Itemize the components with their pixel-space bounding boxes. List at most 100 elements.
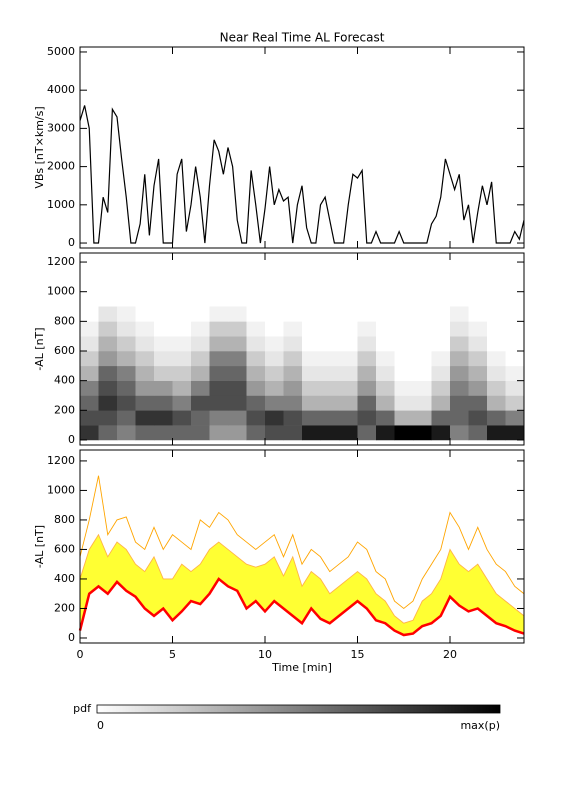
pdf-cell	[320, 351, 340, 367]
y-tick-label: 600	[54, 542, 75, 555]
pdf-cell	[487, 336, 506, 352]
pdf-cell	[339, 395, 358, 411]
pdf-cell	[487, 365, 506, 381]
pdf-cell	[135, 336, 155, 352]
pdf-cell	[135, 380, 155, 396]
y-tick-label: 400	[54, 572, 75, 585]
pdf-cell	[172, 395, 192, 411]
pdf-cell	[468, 410, 488, 426]
pdf-cell	[468, 336, 488, 352]
pdf-cell	[468, 380, 488, 396]
pdf-cell	[320, 410, 340, 426]
chart-title: Near Real Time AL Forecast	[220, 31, 385, 45]
pdf-cell	[339, 380, 358, 396]
pdf-cell	[339, 336, 358, 352]
pdf-cell	[339, 321, 358, 337]
pdf-cell	[505, 395, 525, 411]
pdf-cell	[468, 395, 488, 411]
pdf-cell	[246, 380, 266, 396]
pdf-cell	[228, 410, 247, 426]
pdf-cell	[80, 425, 99, 441]
pdf-cell	[117, 351, 136, 367]
pdf-cell	[191, 410, 210, 426]
pdf-cell	[339, 365, 358, 381]
pdf-cell	[191, 395, 210, 411]
pdf-cell	[117, 306, 136, 322]
y-tick-label: 2000	[47, 160, 75, 173]
pdf-cell	[302, 365, 321, 381]
pdf-cell	[98, 380, 118, 396]
pdf-cell	[394, 336, 414, 352]
pdf-cell	[283, 351, 303, 367]
pdf-cell	[80, 351, 99, 367]
pdf-cell	[487, 395, 506, 411]
pdf-cell	[246, 306, 266, 322]
pdf-cell	[98, 306, 118, 322]
pdf-cell	[320, 321, 340, 337]
y-tick-label: 1000	[47, 198, 75, 211]
pdf-cell	[450, 365, 469, 381]
pdf-cell	[357, 425, 377, 441]
pdf-cell	[357, 321, 377, 337]
pdf-cell	[283, 395, 303, 411]
pdf-cell	[413, 321, 432, 337]
pdf-cell	[357, 351, 377, 367]
pdf-cell	[431, 306, 451, 322]
pdf-cell	[98, 425, 118, 441]
pdf-cell	[283, 321, 303, 337]
pdf-cell	[376, 306, 395, 322]
pdf-cell	[154, 351, 173, 367]
pdf-cell	[172, 365, 192, 381]
pdf-cell	[154, 336, 173, 352]
pdf-cell	[117, 321, 136, 337]
y-tick-label: 400	[54, 374, 75, 387]
pdf-cell	[413, 380, 432, 396]
pdf-cell	[228, 425, 247, 441]
pdf-cell	[357, 395, 377, 411]
pdf-cell	[154, 425, 173, 441]
colorbar-label: pdf	[73, 702, 92, 715]
pdf-cell	[117, 336, 136, 352]
y-tick-label: 600	[54, 344, 75, 357]
pdf-cell	[209, 410, 229, 426]
pdf-cell	[246, 321, 266, 337]
pdf-cell	[98, 395, 118, 411]
pdf-cell	[172, 410, 192, 426]
x-tick-label: 10	[258, 648, 272, 661]
pdf-cell	[320, 365, 340, 381]
pdf-cell	[413, 425, 432, 441]
pdf-cell	[394, 365, 414, 381]
pdf-cell	[228, 365, 247, 381]
pdf-cell	[487, 410, 506, 426]
pdf-cell	[209, 380, 229, 396]
pdf-cell	[265, 425, 284, 441]
pdf-cell	[246, 365, 266, 381]
pdf-cell	[487, 380, 506, 396]
pdf-cell	[376, 365, 395, 381]
pdf-cell	[191, 380, 210, 396]
pdf-cell	[376, 425, 395, 441]
pdf-cell	[431, 425, 451, 441]
y-axis-label: -AL [nT]	[33, 327, 46, 370]
pdf-cell	[450, 351, 469, 367]
pdf-cell	[265, 351, 284, 367]
y-tick-label: 200	[54, 403, 75, 416]
pdf-cell	[450, 395, 469, 411]
pdf-cell	[191, 321, 210, 337]
pdf-cell	[80, 365, 99, 381]
y-tick-label: 1000	[47, 483, 75, 496]
pdf-cell	[376, 410, 395, 426]
y-tick-label: 800	[54, 314, 75, 327]
pdf-cell	[117, 380, 136, 396]
pdf-cell	[450, 380, 469, 396]
pdf-cell	[505, 321, 525, 337]
y-tick-label: 4000	[47, 83, 75, 96]
pdf-cell	[376, 351, 395, 367]
vbs-line	[79, 105, 525, 244]
pdf-cell	[191, 351, 210, 367]
y-tick-label: 0	[68, 631, 75, 644]
pdf-cell	[172, 425, 192, 441]
pdf-cell	[468, 425, 488, 441]
pdf-cell	[450, 321, 469, 337]
pdf-cell	[487, 351, 506, 367]
